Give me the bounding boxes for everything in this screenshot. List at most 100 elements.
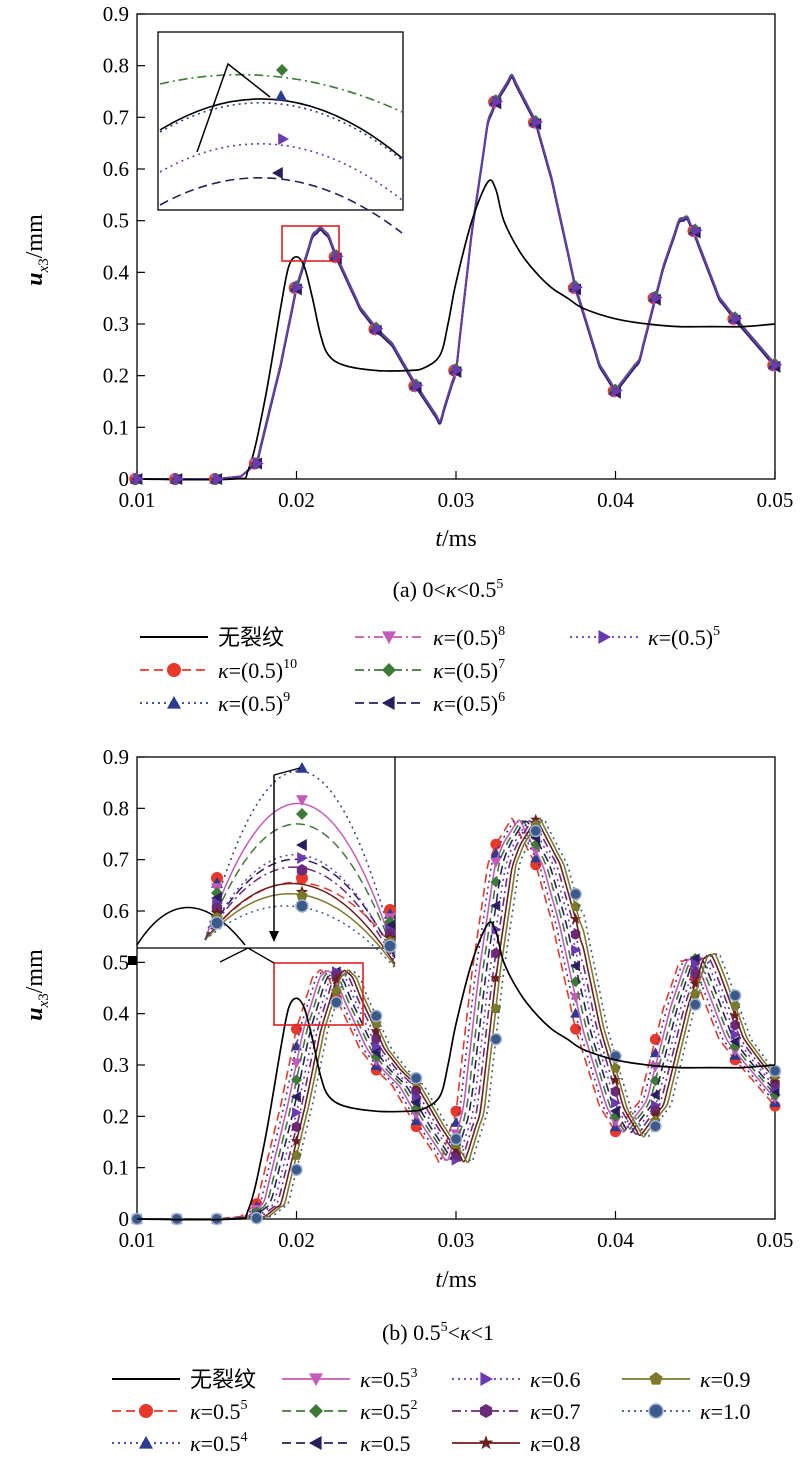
panel-a-inset-curve	[159, 102, 403, 161]
panel-a-xtick-label: 0.05	[757, 488, 794, 512]
panel-b-data-sphere-marker	[489, 1032, 503, 1046]
panel-b-series-line	[137, 819, 776, 1220]
panel-b-legend-label: κ=0.9	[700, 1367, 750, 1392]
panel-b-ytick-label: 0.1	[103, 1156, 129, 1180]
panel-b-ytick-label: 0.9	[103, 745, 129, 769]
panel-b-data-sphere-marker	[250, 1211, 263, 1225]
panel-b-inset	[128, 757, 397, 969]
panel-b-series	[130, 813, 782, 1226]
panel-b-legend-triangle-down-marker	[309, 1373, 323, 1386]
panel-b-data-star-marker	[370, 1025, 383, 1037]
panel-b-data-star-marker	[290, 1135, 303, 1147]
panel-b-data-sphere-marker	[649, 1119, 662, 1133]
panel-a-ytick-label: 0.3	[103, 312, 129, 336]
panel-b-data-sphere-marker	[728, 989, 742, 1002]
panel-b-data-triangle-left-marker	[410, 1097, 421, 1109]
panel-a-ytick-label: 0	[119, 467, 130, 491]
panel-a-data-triangle-right-marker	[292, 281, 304, 294]
panel-b-inset-curve	[204, 866, 396, 963]
panel-a-data-triangle-right-marker	[173, 473, 185, 485]
panel-b-data-diamond-marker	[291, 1074, 302, 1086]
panel-b-legend-triangle-up-marker	[139, 1436, 153, 1449]
panel-b-inset-curve	[204, 802, 396, 955]
panel-b-series-line	[137, 818, 776, 1220]
panel-b-data-triangle-left-marker	[490, 900, 501, 912]
panel-b-data-star-marker	[609, 1073, 622, 1085]
panel-a-ytick-label: 0.4	[103, 260, 130, 284]
panel-b-legend-label: κ=0.52	[360, 1398, 417, 1424]
panel-a-legend-label: κ=(0.5)9	[218, 690, 290, 716]
panel-a-data-triangle-right-marker	[133, 473, 145, 485]
panel-b-ytick-label: 0.8	[103, 796, 129, 820]
panel-b-inset-circle-marker	[296, 872, 308, 884]
panel-b-data-pentagon-marker	[570, 901, 581, 912]
panel-b-data-circle-marker	[570, 1023, 582, 1035]
panel-a-inset-diamond-marker	[276, 64, 288, 76]
panel-b-legend-label: 无裂纹	[190, 1367, 256, 1392]
panel-b-legend-pentagon-marker	[649, 1372, 663, 1385]
panel-a-legend-triangle-right-marker	[598, 630, 611, 644]
panel-b-legend-item: κ=0.54	[112, 1430, 247, 1456]
panel-a-legend-item: κ=(0.5)10	[140, 657, 297, 683]
panel-b-inset-pointer-line	[219, 947, 275, 964]
panel-b-data-triangle-right-marker	[730, 1029, 741, 1041]
panel-b-xtick-label: 0.01	[119, 1228, 156, 1252]
panel-a-data-triangle-right-marker	[651, 291, 663, 304]
panel-b-data-star-marker	[529, 813, 542, 825]
panel-b-data-triangle-left-marker	[370, 1046, 381, 1058]
panel-b-data-triangle-down-marker	[291, 1058, 302, 1069]
panel-a-inset-triangle-right-marker	[278, 133, 289, 145]
panel-b-inset-triangle-left-marker	[296, 839, 307, 851]
panel-a-data-triangle-right-marker	[412, 379, 424, 392]
panel-a-legend-item: κ=(0.5)8	[355, 624, 505, 650]
panel-b-legend-label: κ=0.8	[530, 1431, 580, 1456]
panel-b-ytick-label: 0.5	[103, 950, 129, 974]
panel-b-caption: (b) 0.55<κ<1	[382, 1320, 494, 1345]
panel-b-legend-item: κ=0.7	[452, 1399, 580, 1424]
panel-a-inset-triangle-up-marker	[275, 90, 287, 101]
panel-b-data-triangle-right-marker	[571, 944, 582, 956]
panel-a-data-triangle-right-marker	[372, 322, 384, 335]
panel-b-data-star-marker	[330, 973, 343, 985]
panel-b-data-star-marker	[689, 977, 702, 989]
panel-a-ylabel: ux3/mm	[22, 214, 52, 286]
panel-a-legend: 无裂纹 κ=(0.5)10 κ=(0.5)9 κ=(0.5)8 κ=(0.5)7 κ=(0…	[140, 624, 720, 716]
panel-a-ytick-label: 0.2	[103, 364, 129, 388]
panel-b-legend-label: κ=0.5	[360, 1431, 410, 1456]
panel-b-inset-triangle-right-marker	[297, 852, 308, 864]
panel-b-zoom-box	[273, 962, 364, 1026]
panel-b-axis-ticks: 0 0.1 0.2 0.3 0.4 0.5 0.6 0.7 0.8 0.9 0.01 0.02 0.03…	[103, 745, 794, 1252]
panel-a-series	[129, 73, 783, 485]
panel-a-axis-ticks: 0 0.1 0.2 0.3 0.4 0.5 0.6 0.7 0.8 0.9 0.01 0.02 0.03…	[103, 2, 794, 512]
panel-a-legend-triangle-down-marker	[382, 631, 396, 644]
panel-a-reference-line	[136, 179, 776, 481]
panel-a-xtick-label: 0.01	[119, 488, 156, 512]
panel-b-inset-pentagon-marker	[296, 890, 308, 901]
panel-b-data-sphere-marker	[569, 887, 582, 901]
panel-b-inset-sphere-marker	[210, 916, 224, 930]
panel-a-ytick-label: 0.6	[103, 157, 129, 181]
panel-b-legend-label: κ=0.53	[360, 1366, 417, 1392]
panel-a-inset	[157, 31, 404, 234]
panel-b-data-triangle-down-marker	[410, 1110, 422, 1121]
panel-b-legend-triangle-right-marker	[480, 1372, 493, 1386]
panel-a-inset-curve	[159, 73, 403, 113]
panel-a-legend-circle-marker	[167, 663, 181, 677]
panel-a-legend-label: 无裂纹	[218, 625, 284, 650]
panel-a-data-triangle-right-marker	[691, 224, 703, 237]
panel-b-inset-sphere-marker	[383, 939, 397, 953]
panel-a-xtick-label: 0.03	[438, 488, 475, 512]
panel-b-data-triangle-left-marker	[291, 1091, 301, 1103]
panel-a-ytick-label: 0.7	[103, 105, 129, 129]
panel-b-data-sphere-marker	[689, 998, 702, 1011]
panel-b-legend-item: κ=0.55	[112, 1398, 247, 1424]
panel-b-legend-hexagon-marker	[479, 1404, 493, 1418]
panel-a-legend-item: κ=(0.5)5	[570, 624, 720, 650]
panel-b-data-sphere-marker	[449, 1132, 463, 1146]
panel-a-ytick-label: 0.1	[103, 415, 129, 439]
panel-b-data-circle-marker	[291, 1023, 302, 1035]
panel-b-legend-star-marker	[478, 1435, 494, 1450]
panel-b-data-star-marker	[729, 1009, 741, 1021]
panel-b-data-sphere-marker	[370, 1009, 383, 1023]
